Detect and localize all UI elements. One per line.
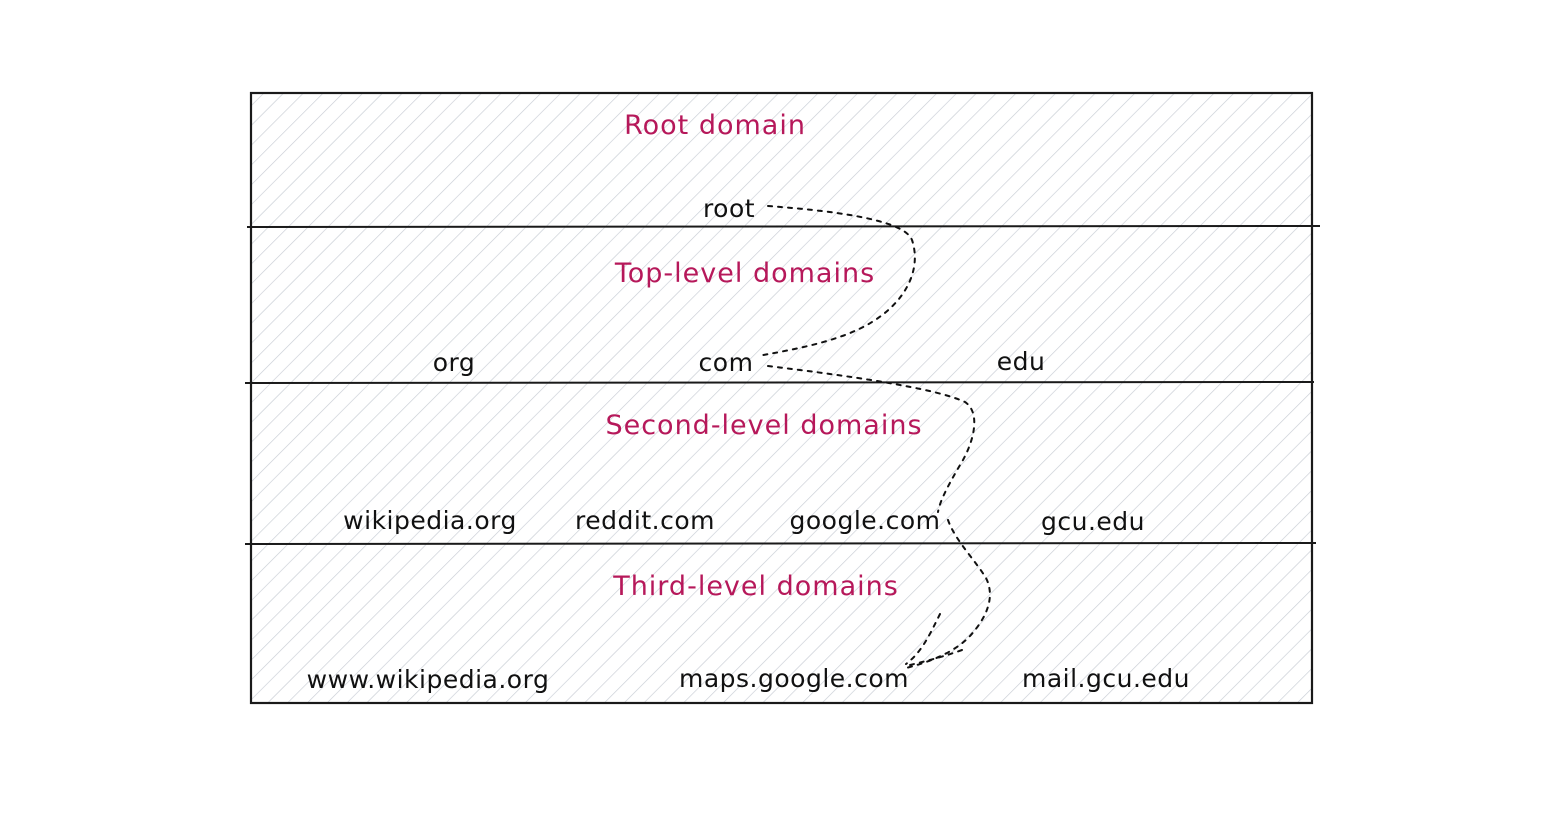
layer-second-level-domains: Second-level domains wikipedia.org reddi… xyxy=(343,410,1145,536)
node-edu: edu xyxy=(997,347,1046,376)
node-org: org xyxy=(433,348,476,377)
node-reddit-com: reddit.com xyxy=(575,506,715,535)
layer-title-third-level: Third-level domains xyxy=(612,571,899,602)
layer-stack-frame xyxy=(249,91,1314,705)
link-google-com-maps-google-com-alt-1 xyxy=(905,613,941,665)
layer-top-level-domains: Top-level domains org com edu xyxy=(433,258,1046,377)
node-gcu-edu: gcu.edu xyxy=(1041,507,1145,536)
node-www-wikipedia-org: www.wikipedia.org xyxy=(307,665,550,694)
link-google-com-maps-google-com xyxy=(905,519,991,669)
node-maps-google-com: maps.google.com xyxy=(679,664,909,693)
node-root: root xyxy=(703,194,755,223)
layer-root-domain: Root domain root xyxy=(624,110,806,223)
divider-top-second xyxy=(244,381,1315,384)
node-mail-gcu-edu: mail.gcu.edu xyxy=(1022,664,1190,693)
link-root-com xyxy=(757,205,916,357)
layer-title-second-level: Second-level domains xyxy=(605,410,922,441)
layer-third-level-domains: Third-level domains www.wikipedia.org ma… xyxy=(307,571,1190,694)
link-google-com-maps-google-com-alt-2 xyxy=(905,649,963,667)
divider-second-third xyxy=(244,542,1317,545)
node-google-com: google.com xyxy=(790,506,941,535)
layer-title-top-level: Top-level domains xyxy=(614,258,875,289)
node-com: com xyxy=(699,348,754,377)
node-wikipedia-org: wikipedia.org xyxy=(343,506,517,535)
layer-stack-background xyxy=(251,93,1312,703)
layer-title-root: Root domain xyxy=(624,110,806,141)
divider-root-top xyxy=(246,225,1321,228)
